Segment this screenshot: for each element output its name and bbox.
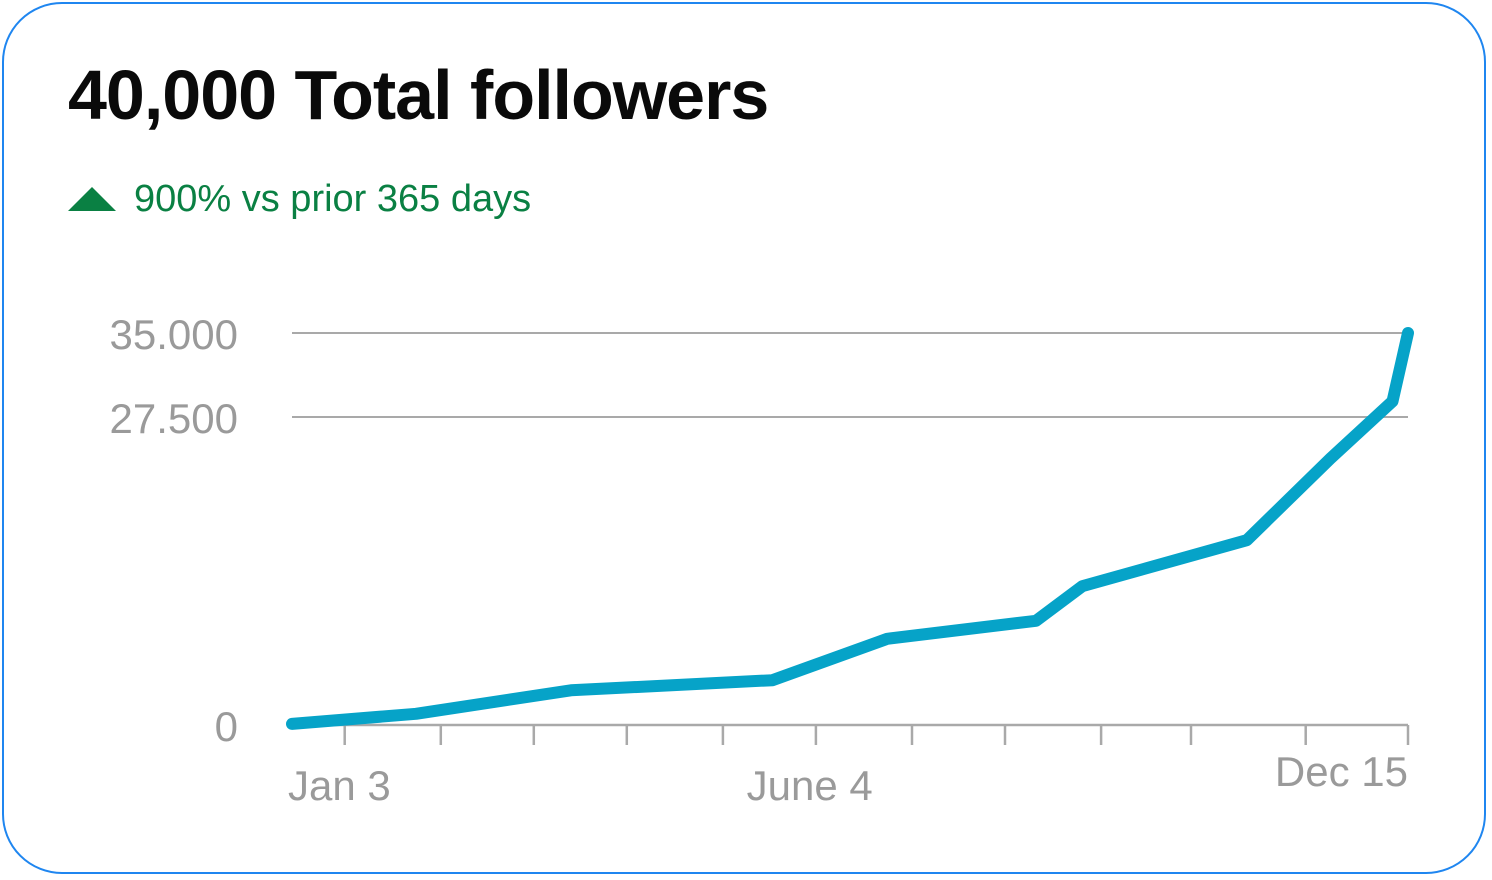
x-tick-label: Jan 3 — [288, 762, 391, 809]
grid-lines — [292, 332, 1408, 418]
series-line-0 — [286, 327, 1414, 730]
x-tick-label: Dec 15 — [1275, 748, 1408, 795]
delta-text: 900% vs prior 365 days — [134, 177, 532, 220]
y-tick-label: 35.000 — [110, 311, 238, 358]
y-tick-label: 27.500 — [110, 395, 238, 442]
x-tick-label: June 4 — [747, 762, 873, 809]
y-axis-tick-labels: 0 27.500 35.000 — [110, 311, 238, 750]
y-tick-label: 0 — [215, 703, 238, 750]
x-axis-tick-labels: Jan 3 June 4 Dec 15 — [288, 748, 1408, 809]
card-title: 40,000 Total followers — [68, 56, 769, 134]
series-layer — [286, 327, 1414, 730]
triangle-up-icon — [68, 187, 116, 211]
x-axis — [292, 723, 1410, 745]
delta-indicator: 900% vs prior 365 days — [68, 176, 531, 222]
